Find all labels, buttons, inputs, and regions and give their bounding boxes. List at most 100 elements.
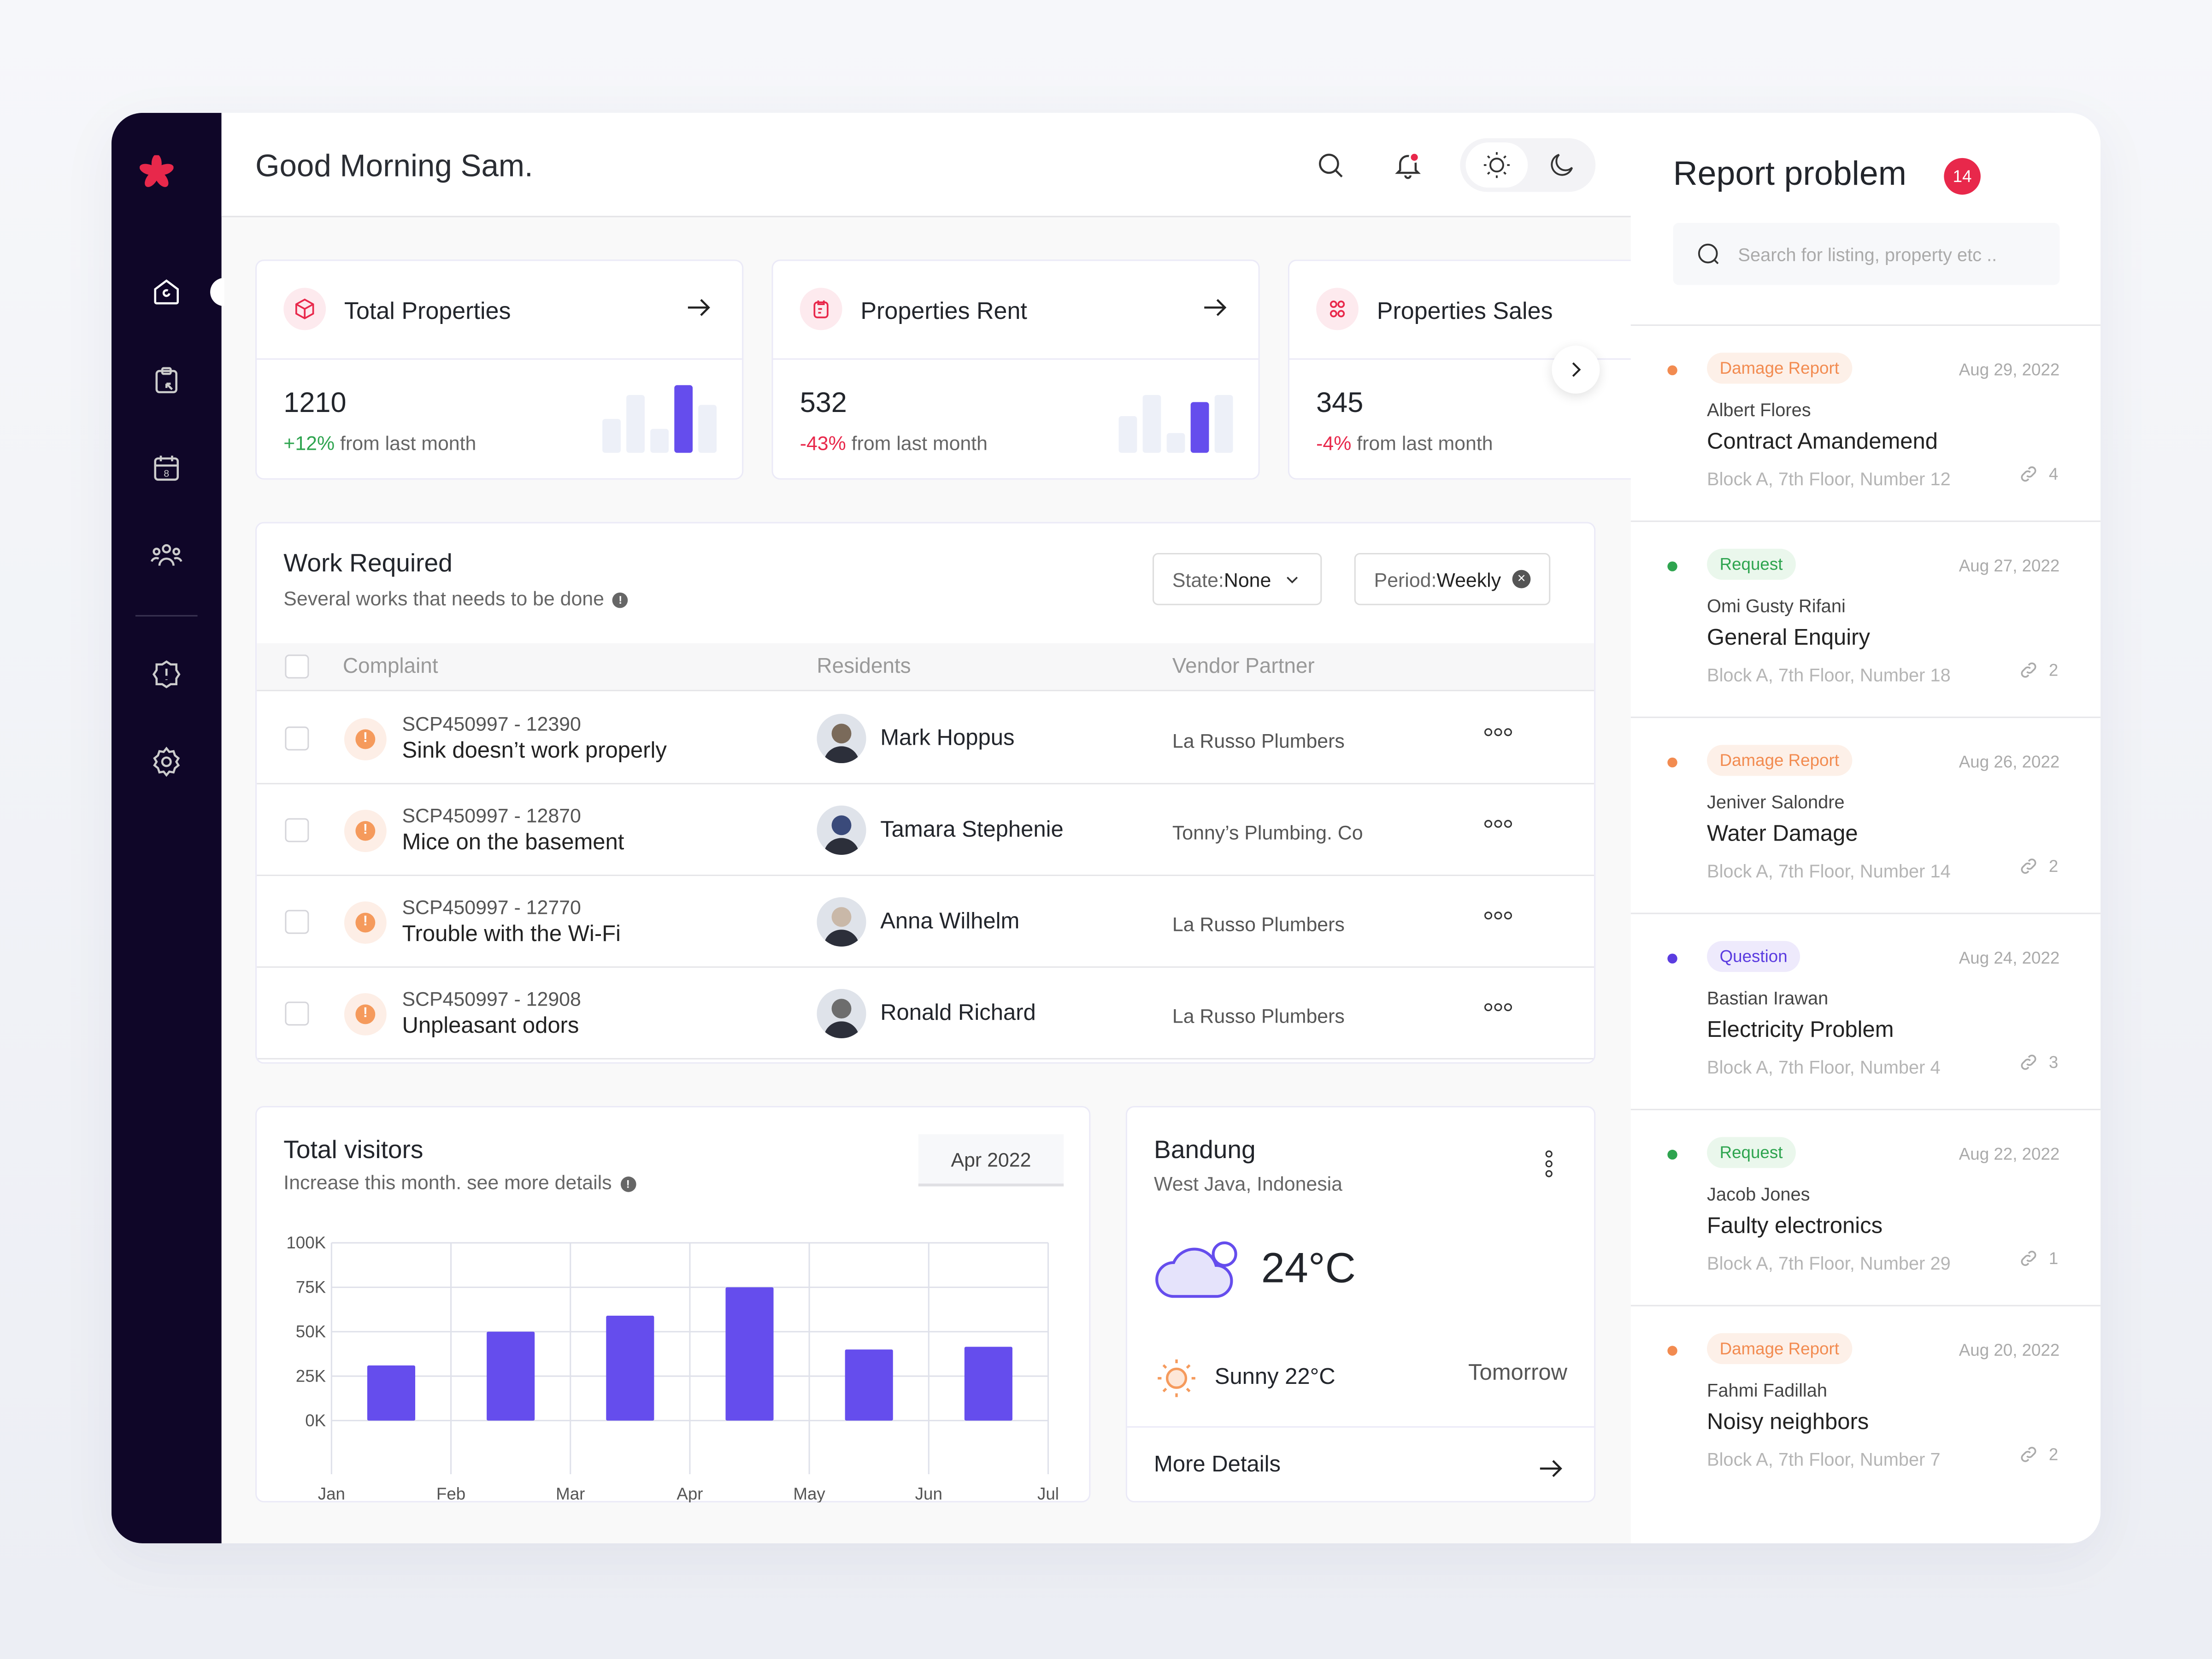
reporter-name: Jacob Jones — [1707, 1183, 1810, 1205]
report-subject: Electricity Problem — [1707, 1018, 1894, 1043]
weather-city: Bandung — [1154, 1135, 1256, 1164]
status-dot — [1667, 757, 1677, 768]
state-filter-dropdown[interactable]: State: None — [1153, 553, 1322, 606]
bar-may[interactable] — [845, 1349, 893, 1421]
reporter-name: Jeniver Salondre — [1707, 791, 1845, 813]
more-horizontal-icon[interactable] — [1484, 818, 1512, 829]
avatar — [817, 805, 866, 855]
report-date: Aug 22, 2022 — [1959, 1144, 2060, 1164]
arrow-right-icon[interactable] — [1199, 292, 1230, 323]
report-date: Aug 26, 2022 — [1959, 752, 2060, 772]
report-type-tag: Damage Report — [1707, 353, 1852, 384]
row-checkbox[interactable] — [285, 726, 309, 751]
clipboard-icon[interactable] — [149, 364, 183, 398]
select-all-checkbox[interactable] — [285, 654, 309, 679]
mini-bar-chart — [602, 385, 717, 453]
x-tick-label: May — [793, 1484, 825, 1502]
x-tick-label: Mar — [556, 1484, 585, 1502]
report-item[interactable]: Request Aug 22, 2022 Jacob Jones Faulty … — [1630, 1109, 2101, 1305]
more-vertical-icon[interactable] — [1545, 1150, 1553, 1178]
y-tick-label: 0K — [305, 1411, 326, 1430]
arrow-right-icon[interactable] — [683, 292, 714, 323]
table-row[interactable]: ! SCP450997 - 12870 Mice on the basement… — [257, 784, 1594, 877]
period-selector[interactable]: Apr 2022 — [918, 1134, 1064, 1187]
users-icon[interactable] — [149, 539, 183, 572]
report-date: Aug 29, 2022 — [1959, 359, 2060, 380]
dark-mode-button[interactable] — [1534, 142, 1590, 188]
period-filter[interactable]: Period: Weekly × — [1354, 553, 1551, 606]
report-item[interactable]: Damage Report Aug 26, 2022 Jeniver Salon… — [1630, 717, 2101, 913]
section-subtitle: Increase this month. see more details! — [283, 1171, 636, 1194]
more-horizontal-icon[interactable] — [1484, 727, 1512, 738]
report-item[interactable]: Damage Report Aug 29, 2022 Albert Flores… — [1630, 324, 2101, 521]
panel-title: Report problem — [1673, 155, 1906, 194]
mini-bar — [626, 395, 645, 453]
mini-bar — [1190, 402, 1209, 453]
x-tick-label: Jan — [318, 1484, 345, 1502]
complaint-code: SCP450997 - 12770 — [402, 895, 581, 918]
table-row[interactable]: ! SCP450997 - 12390 Sink doesn’t work pr… — [257, 693, 1594, 785]
column-header: Residents — [817, 654, 911, 679]
mini-bar — [674, 385, 693, 453]
report-item[interactable]: Question Aug 24, 2022 Bastian Irawan Ele… — [1630, 912, 2101, 1109]
mini-bar-chart — [1118, 385, 1233, 453]
table-row[interactable]: ! SCP450997 - 12770 Trouble with the Wi-… — [257, 876, 1594, 968]
vendor-name: La Russo Plumbers — [1172, 729, 1345, 752]
report-item[interactable]: Request Aug 27, 2022 Omi Gusty Rifani Ge… — [1630, 520, 2101, 717]
x-tick-label: Jun — [915, 1484, 942, 1502]
settings-icon[interactable] — [149, 745, 183, 778]
search-icon — [1319, 153, 1343, 178]
section-title: Work Required — [283, 548, 453, 577]
row-checkbox[interactable] — [285, 1001, 309, 1026]
report-subject: General Enquiry — [1707, 626, 1871, 651]
avatar — [817, 897, 866, 947]
x-tick-label: Jul — [1037, 1484, 1059, 1502]
report-subject: Faulty electronics — [1707, 1214, 1883, 1239]
weather-panel: Bandung West Java, Indonesia 24°C Sunny … — [1125, 1106, 1596, 1504]
light-mode-button[interactable] — [1465, 142, 1528, 188]
calendar-icon[interactable]: 8 — [149, 452, 183, 485]
complaint-code: SCP450997 - 12908 — [402, 987, 581, 1010]
clear-filter-icon[interactable]: × — [1512, 570, 1531, 588]
report-date: Aug 20, 2022 — [1959, 1340, 2060, 1360]
work-required-panel: Work Required Several works that needs t… — [255, 522, 1596, 1064]
row-checkbox[interactable] — [285, 818, 309, 842]
bar-mar[interactable] — [606, 1316, 654, 1421]
complaint-description: Sink doesn’t work properly — [402, 739, 667, 764]
tomorrow-link[interactable]: Tomorrow — [1468, 1361, 1567, 1386]
more-horizontal-icon[interactable] — [1484, 1001, 1512, 1012]
search-input[interactable] — [1738, 223, 2048, 285]
report-item[interactable]: Damage Report Aug 20, 2022 Fahmi Fadilla… — [1630, 1305, 2101, 1501]
stat-title: Properties Rent — [860, 297, 1027, 325]
notifications-button[interactable] — [1381, 138, 1435, 192]
mini-bar — [602, 419, 621, 453]
alert-icon[interactable] — [149, 658, 183, 691]
more-horizontal-icon[interactable] — [1484, 910, 1512, 921]
report-type-tag: Question — [1707, 941, 1800, 972]
report-location: Block A, 7th Floor, Number 7 — [1707, 1448, 1941, 1470]
report-date: Aug 24, 2022 — [1959, 948, 2060, 968]
next-card-button[interactable] — [1552, 345, 1600, 394]
main-content: Good Morning Sam. Total Properties 1210 … — [221, 112, 1655, 1543]
report-location: Block A, 7th Floor, Number 14 — [1707, 860, 1951, 882]
status-dot — [1667, 1149, 1677, 1160]
complaint-code: SCP450997 - 12390 — [402, 712, 581, 735]
bar-jun[interactable] — [964, 1347, 1012, 1421]
stat-card-total-properties: Total Properties 1210 +12% from last mon… — [255, 259, 744, 480]
bar-feb[interactable] — [487, 1331, 535, 1421]
report-type-tag: Request — [1707, 548, 1795, 580]
home-icon[interactable] — [149, 275, 183, 309]
stat-title: Properties Sales — [1377, 297, 1553, 325]
table-row[interactable]: ! SCP450997 - 12908 Unpleasant odors Ron… — [257, 968, 1594, 1059]
bar-apr[interactable] — [725, 1287, 774, 1421]
search-button[interactable] — [1304, 138, 1357, 192]
report-subject: Water Damage — [1707, 822, 1858, 847]
more-details-button[interactable]: More Details — [1127, 1426, 1594, 1504]
svg-text:8: 8 — [164, 468, 169, 479]
link-icon — [2021, 662, 2037, 678]
total-visitors-panel: Total visitors Increase this month. see … — [255, 1106, 1091, 1503]
bar-jan[interactable] — [367, 1365, 416, 1421]
forecast: Sunny 22°C — [1154, 1356, 1335, 1401]
row-checkbox[interactable] — [285, 910, 309, 934]
theme-toggle[interactable] — [1460, 138, 1596, 192]
